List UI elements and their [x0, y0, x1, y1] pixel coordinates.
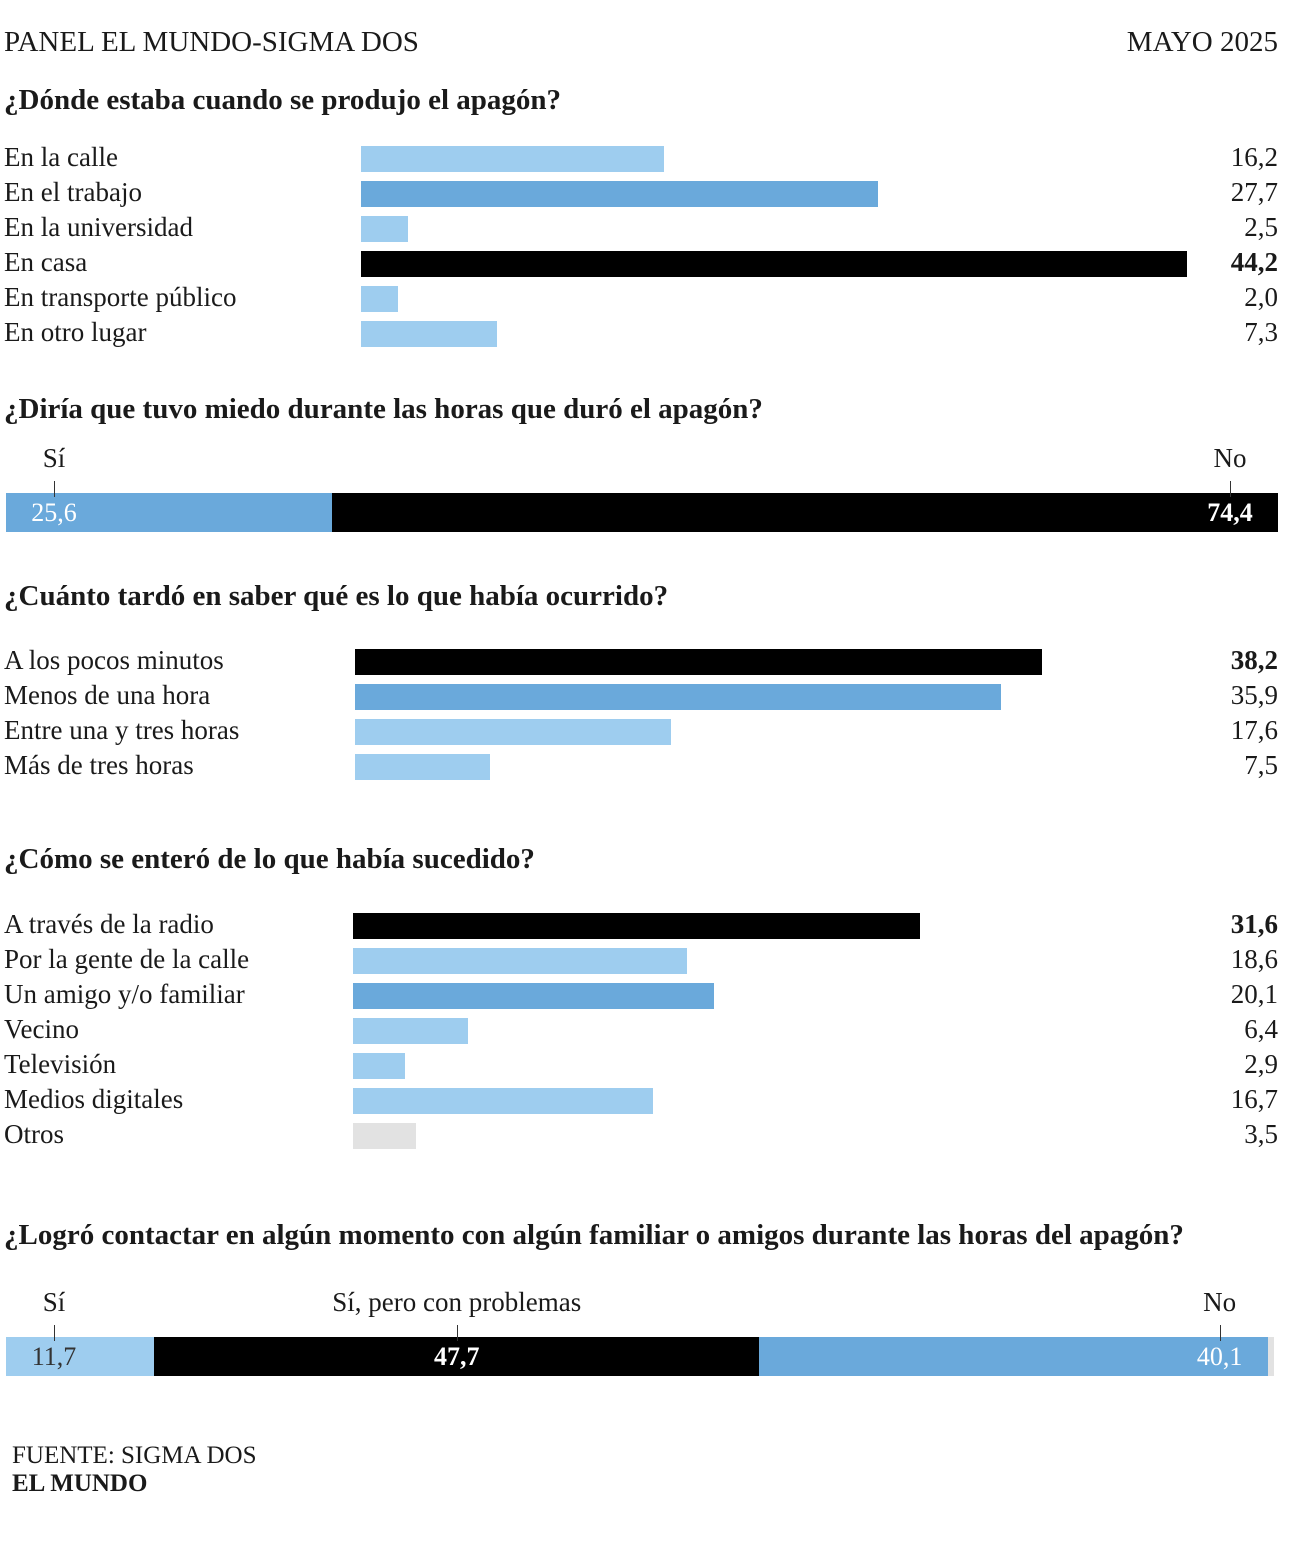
segment-label: Sí, pero con problemas	[332, 1287, 582, 1317]
stacked-segment	[6, 493, 332, 532]
bar-label: En la calle	[4, 142, 118, 172]
bar-label: Vecino	[4, 1014, 79, 1044]
bar	[361, 251, 1187, 277]
segment-label: No	[1203, 1287, 1237, 1317]
data-label: 17,6	[1230, 715, 1278, 745]
bar	[353, 1053, 405, 1079]
bar-label: En casa	[4, 247, 88, 277]
bar	[353, 913, 920, 939]
data-label: 2,0	[1244, 282, 1278, 312]
bar-label: Un amigo y/o familiar	[4, 979, 245, 1009]
bar-label: Televisión	[4, 1049, 117, 1079]
tick-mark	[1230, 481, 1231, 497]
bar	[361, 286, 399, 312]
bar-label: Medios digitales	[4, 1084, 184, 1114]
bar-label: A través de la radio	[4, 909, 214, 939]
header-left: PANEL EL MUNDO-SIGMA DOS	[4, 26, 419, 58]
bar-label: En otro lugar	[4, 317, 147, 347]
data-label: 31,6	[1230, 909, 1278, 939]
bar	[361, 146, 664, 172]
data-label: 11,7	[31, 1342, 77, 1371]
bar-label: En transporte público	[4, 282, 237, 312]
bar	[355, 649, 1042, 675]
data-label: 7,5	[1244, 750, 1278, 780]
data-label: 18,6	[1230, 944, 1278, 974]
bar	[361, 216, 408, 242]
bar-label: En la universidad	[4, 212, 193, 242]
stacked-segment	[6, 1337, 155, 1376]
bar-label: Menos de una hora	[4, 680, 211, 710]
bar-label: Más de tres horas	[4, 750, 194, 780]
stacked-segment	[331, 493, 1278, 532]
segment-label: No	[1213, 443, 1247, 473]
data-label: 35,9	[1230, 680, 1278, 710]
stacked-segment	[759, 1337, 1268, 1376]
bar-label: En el trabajo	[4, 177, 142, 207]
brand-logo: EL MUNDO	[12, 1470, 148, 1497]
bar	[361, 321, 498, 347]
tick-mark	[1219, 1325, 1221, 1341]
data-label: 6,4	[1244, 1014, 1278, 1044]
data-label: 38,2	[1230, 645, 1278, 675]
chart-title: ¿Cómo se enteró de lo que había sucedido…	[4, 843, 535, 875]
bar-label: Por la gente de la calle	[4, 944, 250, 974]
data-label: 44,2	[1230, 247, 1278, 277]
bar	[361, 181, 879, 207]
data-label: 16,2	[1230, 142, 1278, 172]
segment-label: Sí	[42, 1287, 66, 1317]
stacked-remainder	[1267, 1337, 1274, 1376]
data-label: 2,5	[1244, 212, 1278, 242]
data-label: 20,1	[1230, 979, 1278, 1009]
bar-label: Entre una y tres horas	[4, 715, 240, 745]
chart-title: ¿Diría que tuvo miedo durante las horas …	[4, 393, 763, 425]
bar-label: A los pocos minutos	[4, 645, 224, 675]
bar	[353, 1018, 468, 1044]
data-label: 47,7	[434, 1342, 480, 1371]
bar	[353, 1123, 416, 1149]
data-label: 2,9	[1244, 1049, 1278, 1079]
tick-mark	[456, 1325, 458, 1341]
bar	[355, 719, 672, 745]
data-label: 7,3	[1244, 317, 1278, 347]
data-label: 3,5	[1244, 1119, 1278, 1149]
data-label: 40,1	[1196, 1342, 1243, 1371]
tick-mark	[54, 481, 55, 497]
data-label: 27,7	[1230, 177, 1278, 207]
bar	[353, 1088, 653, 1114]
bar	[353, 983, 714, 1009]
bar	[353, 948, 687, 974]
bar	[355, 754, 490, 780]
chart-title: ¿Dónde estaba cuando se produjo el apagó…	[4, 84, 562, 116]
chart-title: ¿Logró contactar en algún momento con al…	[4, 1219, 1184, 1251]
data-label: 25,6	[31, 498, 77, 527]
stacked-segment	[154, 1337, 760, 1376]
segment-label: Sí	[42, 443, 66, 473]
data-label: 16,7	[1230, 1084, 1278, 1114]
source-text: FUENTE: SIGMA DOS	[12, 1442, 257, 1469]
bar	[355, 684, 1001, 710]
bar-label: Otros	[4, 1119, 64, 1149]
data-label: 74,4	[1207, 498, 1253, 527]
header-right: MAYO 2025	[1126, 26, 1278, 58]
chart-title: ¿Cuánto tardó en saber qué es lo que hab…	[4, 580, 669, 612]
tick-mark	[54, 1325, 55, 1341]
